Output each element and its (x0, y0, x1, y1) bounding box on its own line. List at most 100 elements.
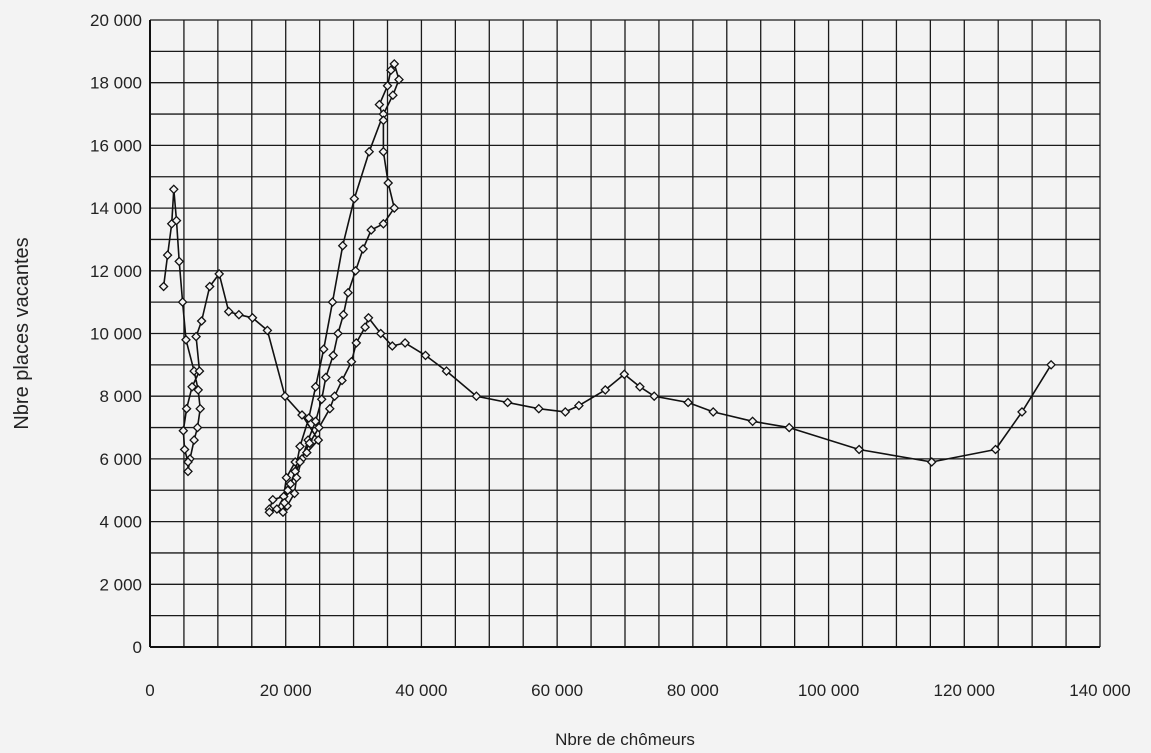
data-point (183, 466, 193, 477)
data-point (328, 350, 339, 361)
data-point (303, 413, 314, 424)
y-tick-label: 6 000 (99, 450, 142, 469)
data-point (378, 146, 389, 157)
data-point (358, 243, 369, 254)
data-point (560, 406, 571, 417)
y-tick-label: 0 (133, 638, 142, 657)
data-point (318, 344, 329, 355)
data-point (375, 328, 386, 339)
data-point (533, 403, 544, 414)
data-point (324, 403, 335, 414)
data-point (383, 178, 394, 188)
data-point (441, 366, 452, 377)
data-point (285, 479, 296, 489)
data-point (333, 328, 343, 339)
data-point (990, 444, 1001, 455)
data-point (314, 422, 324, 433)
data-point (360, 322, 371, 333)
data-point (267, 494, 278, 505)
data-point (387, 90, 398, 101)
data-point (382, 80, 393, 91)
data-point (171, 215, 182, 226)
y-axis-title: Nbre places vacantes (11, 237, 33, 429)
data-point (420, 350, 431, 361)
data-point (394, 74, 404, 85)
data-point (279, 497, 290, 508)
data-point (1017, 406, 1027, 417)
data-point (366, 225, 377, 235)
axes (149, 20, 1100, 648)
data-point (281, 472, 292, 483)
data-point (649, 391, 660, 402)
data-point (316, 394, 327, 405)
data-point (247, 312, 258, 323)
data-point (262, 325, 273, 336)
data-point (195, 403, 206, 414)
data-point (278, 507, 288, 518)
data-point (177, 297, 188, 308)
data-point (158, 281, 169, 292)
data-point (214, 268, 225, 279)
data-point (389, 203, 400, 214)
y-tick-label: 16 000 (90, 136, 142, 155)
data-point (926, 457, 937, 467)
x-tick-label: 0 (145, 681, 154, 700)
data-point (295, 441, 305, 452)
data-point (502, 397, 513, 408)
data-point (179, 444, 190, 455)
y-tick-label: 2 000 (99, 575, 142, 594)
data-point (223, 306, 234, 317)
data-point (289, 488, 300, 499)
data-point (310, 416, 321, 427)
y-tick-label: 18 000 (90, 74, 142, 93)
data-point (181, 403, 192, 414)
y-tick-label: 8 000 (99, 387, 142, 406)
data-point (389, 58, 400, 69)
data-point (351, 337, 362, 348)
data-point (194, 366, 205, 377)
data-point (600, 384, 611, 395)
data-point (280, 391, 290, 402)
data-point (313, 435, 324, 446)
data-point (191, 331, 202, 342)
x-tick-label: 120 000 (934, 681, 995, 700)
data-point (304, 438, 315, 449)
y-tick-label: 20 000 (90, 11, 142, 30)
data-point (181, 334, 191, 345)
x-tick-label: 40 000 (395, 681, 447, 700)
y-tick-label: 12 000 (90, 262, 142, 281)
data-point (784, 422, 795, 433)
data-point (683, 397, 694, 408)
data-point (573, 400, 584, 411)
data-point (162, 250, 173, 261)
data-point (1046, 359, 1057, 370)
data-point (204, 281, 215, 292)
data-point (400, 337, 411, 348)
data-point (291, 472, 302, 483)
data-point (327, 297, 338, 308)
data-point (385, 65, 396, 76)
data-point (338, 309, 349, 320)
y-tick-label: 10 000 (90, 325, 142, 344)
data-point (350, 265, 361, 276)
data-point (349, 193, 360, 204)
data-point (282, 485, 293, 496)
data-point (747, 416, 758, 427)
data-point (378, 218, 389, 229)
y-tick-label: 4 000 (99, 513, 142, 532)
data-point (471, 391, 482, 402)
data-point (343, 287, 354, 298)
data-point (337, 375, 347, 386)
data-point (363, 312, 374, 323)
data-point (196, 316, 207, 326)
data-point (297, 410, 307, 420)
grid (149, 19, 1101, 648)
x-tick-label: 80 000 (667, 681, 719, 700)
data-point (619, 369, 630, 380)
x-tick-label: 140 000 (1069, 681, 1130, 700)
data-point (168, 184, 179, 195)
y-tick-label: 14 000 (90, 199, 142, 218)
x-tick-label: 20 000 (260, 681, 312, 700)
x-tick-label: 100 000 (798, 681, 859, 700)
